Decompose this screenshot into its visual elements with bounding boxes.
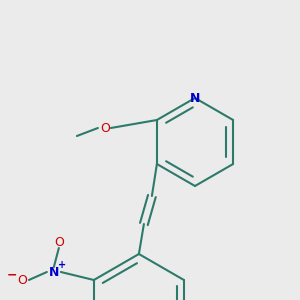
Text: O: O (54, 236, 64, 248)
Text: O: O (100, 122, 110, 134)
Text: N: N (190, 92, 200, 104)
Text: O: O (17, 274, 27, 286)
Text: +: + (58, 260, 66, 270)
Text: −: − (7, 268, 17, 281)
Text: N: N (49, 266, 59, 278)
